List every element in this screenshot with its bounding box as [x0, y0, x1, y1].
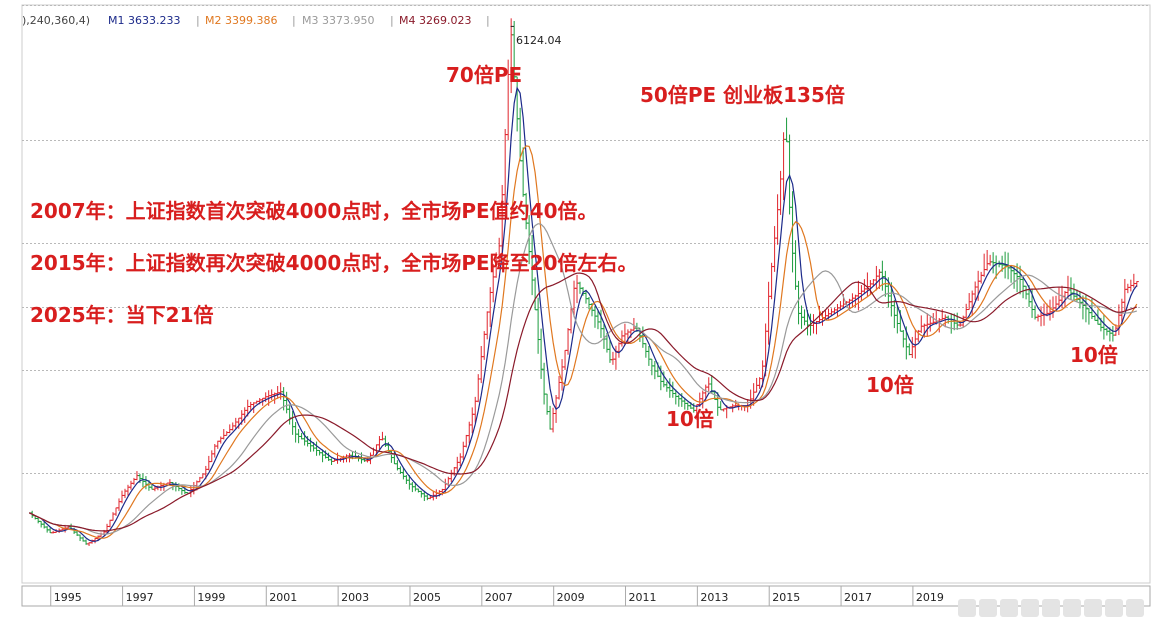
x-tick-label: 2001 [269, 591, 297, 604]
watermark-block [958, 599, 976, 617]
gridlines [22, 5, 1150, 474]
x-axis-ticks: 1995 1997 1999 2001 2003 2005 2007 2009 2011 2013… [50, 586, 944, 606]
legend-sep-1: | [196, 14, 200, 27]
legend: ),240,360,4) M1 3633.233 | M2 3399.386 |… [22, 14, 490, 27]
watermark-block [1000, 599, 1018, 617]
legend-m2: M2 3399.386 [205, 14, 277, 27]
moving-averages [28, 86, 1138, 542]
annotation-line-2007: 2007年：上证指数首次突破4000点时，全市场PE值约40倍。 [30, 199, 597, 223]
annotation-low-2013: 10倍 [666, 407, 714, 431]
annotation-low-2023: 10倍 [1070, 343, 1118, 367]
watermark-block [1084, 599, 1102, 617]
legend-sep-2: | [292, 14, 296, 27]
x-tick-label: 2019 [916, 591, 944, 604]
x-tick-label: 1995 [54, 591, 82, 604]
x-axis-strip [21, 585, 1151, 607]
peak-value-label: 6124.04 [516, 34, 562, 47]
x-tick-label: 2017 [844, 591, 872, 604]
ma-line-m3 [28, 223, 1137, 535]
price-bars [30, 18, 1139, 546]
x-tick-label: 2015 [772, 591, 800, 604]
ma-line-m1 [28, 86, 1138, 542]
x-tick-label: 2011 [629, 591, 657, 604]
x-tick-label: 2013 [700, 591, 728, 604]
watermark-block [1126, 599, 1144, 617]
x-tick-label: 2007 [485, 591, 513, 604]
annotation-low-2018: 10倍 [866, 373, 914, 397]
watermark-block [979, 599, 997, 617]
legend-sep-3: | [390, 14, 394, 27]
legend-m3: M3 3373.950 [302, 14, 374, 27]
legend-m4: M4 3269.023 [399, 14, 471, 27]
x-tick-label: 2009 [557, 591, 585, 604]
watermark [958, 599, 1158, 621]
x-tick-label: 1997 [126, 591, 154, 604]
ma-line-m2 [28, 145, 1138, 539]
annotation-line-2015: 2015年：上证指数再次突破4000点时，全市场PE降至20倍左右。 [30, 251, 637, 275]
ma-line-m4 [28, 272, 1138, 532]
x-tick-label: 2005 [413, 591, 441, 604]
watermark-block [1105, 599, 1123, 617]
watermark-block [1042, 599, 1060, 617]
legend-sep-4: | [486, 14, 490, 27]
legend-prefix: ),240,360,4) [22, 14, 90, 27]
annotation-line-2025: 2025年：当下21倍 [30, 303, 214, 327]
annotation-peak-2015: 50倍PE 创业板135倍 [640, 83, 845, 107]
annotation-peak-2007: 70倍PE [446, 63, 522, 87]
legend-m1: M1 3633.233 [108, 14, 180, 27]
x-tick-label: 2003 [341, 591, 369, 604]
watermark-block [1021, 599, 1039, 617]
watermark-block [1063, 599, 1081, 617]
x-tick-label: 1999 [197, 591, 225, 604]
